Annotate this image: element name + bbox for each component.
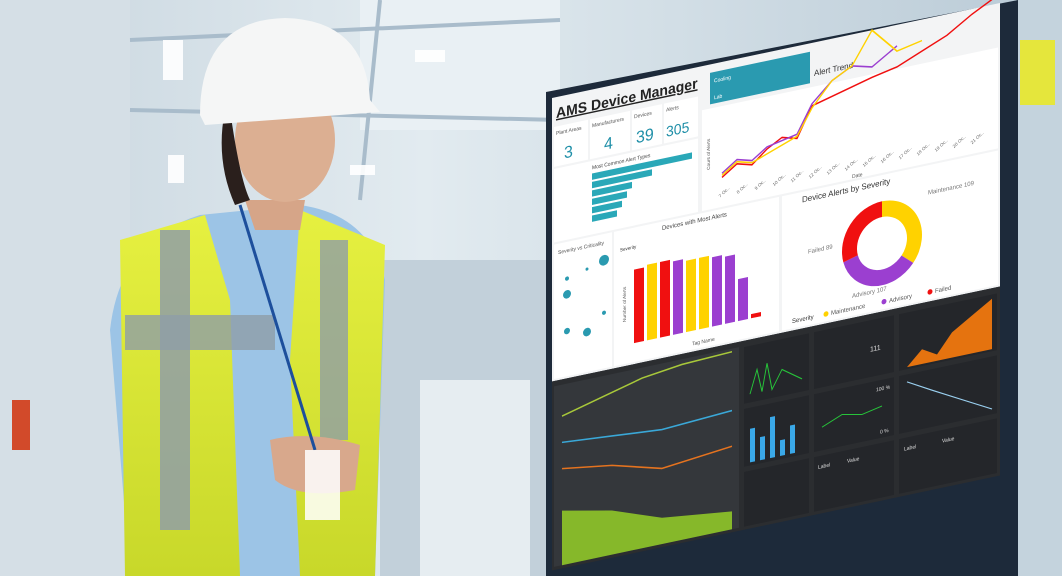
panel-value: 0 %	[880, 428, 889, 436]
legend-item: Failed	[935, 284, 952, 295]
kpi-value: 39	[636, 124, 654, 147]
value-panel	[814, 315, 894, 389]
y-axis-label: Number of Alerts	[622, 286, 627, 323]
lanyard	[238, 204, 317, 451]
yellow-sign	[1020, 40, 1055, 105]
device-bar	[686, 258, 696, 333]
area-bar	[710, 51, 810, 105]
kpi-value: 4	[604, 133, 613, 154]
axis-label: Date	[852, 172, 863, 180]
monitor: AMS Device Manager Plant Areas 3 Manufac…	[546, 0, 1018, 576]
left-wall	[0, 0, 130, 576]
device-bar	[699, 255, 709, 330]
table-header: Value	[847, 456, 860, 465]
alert-types-chart: Most Common Alert Types	[554, 138, 698, 243]
kpi-cards: Plant Areas 3 Manufacturers 4 Devices 39…	[554, 96, 698, 167]
hard-hat	[200, 18, 380, 125]
kpi-value: 305	[666, 120, 689, 141]
bar	[592, 210, 617, 222]
hair	[221, 110, 250, 205]
reflective-strip	[160, 230, 190, 530]
bar	[592, 191, 627, 206]
donut-slice-maintenance	[882, 200, 922, 263]
alert-trend-chart: Alert Trend Date Count of Alerts 7 Oc.. 8…	[702, 0, 998, 212]
table-header: Value	[942, 436, 955, 445]
legend-title: Severity	[792, 313, 814, 325]
device-bar	[673, 259, 683, 335]
machine-cabinet	[420, 380, 530, 576]
reflective-band	[125, 315, 275, 350]
device-bar	[725, 254, 735, 324]
kpi-label: Plant Areas	[556, 125, 582, 137]
panel-value: 100 %	[876, 384, 891, 393]
series-advisory	[721, 45, 898, 174]
legend-title: Severity	[620, 244, 637, 253]
bar	[592, 200, 622, 214]
table-header: Label	[818, 462, 830, 471]
neck	[245, 200, 305, 230]
y-axis-label: Count of Alerts	[706, 138, 711, 171]
bar-label: Lab	[714, 94, 722, 102]
panel-value: 111	[870, 343, 881, 354]
kpi-value: 3	[564, 141, 573, 162]
id-badge	[305, 450, 340, 520]
table-panel	[814, 440, 894, 512]
bar	[592, 181, 632, 197]
donut-slice-failed	[842, 201, 882, 263]
severity-donut-chart: Device Alerts by Severity Maintenance 10…	[782, 150, 998, 331]
severity-criticality-chart: Severity vs Criticality	[554, 232, 612, 379]
table-header: Label	[904, 444, 916, 453]
donut-slice-advisory	[843, 255, 914, 287]
device-bar	[712, 255, 722, 327]
axis-label: Tag Name	[692, 337, 715, 348]
dashboard-screen: AMS Device Manager Plant Areas 3 Manufac…	[552, 0, 1000, 571]
table-panel	[899, 418, 997, 494]
device-bar	[738, 276, 748, 322]
reflective-strip-right	[320, 240, 348, 440]
kpi-label: Alerts	[666, 105, 679, 114]
bottom-panel	[744, 458, 809, 527]
devices-chart: Devices with Most Alerts Severity Number…	[614, 196, 779, 367]
bar	[592, 152, 692, 180]
kpi-label: Devices	[634, 111, 652, 121]
bar	[592, 169, 652, 189]
device-bar	[634, 267, 644, 344]
fire-extinguisher	[12, 400, 30, 450]
monitoring-panels: 111 100 % 0 % Label Value Label Value	[554, 293, 997, 567]
orange-area-chart	[907, 298, 992, 368]
device-bar	[751, 311, 761, 319]
series-maintenance	[721, 28, 923, 176]
device-bar	[647, 262, 657, 341]
bar-label: Cooling	[714, 75, 731, 85]
device-bar	[660, 259, 670, 338]
worker	[110, 18, 385, 576]
